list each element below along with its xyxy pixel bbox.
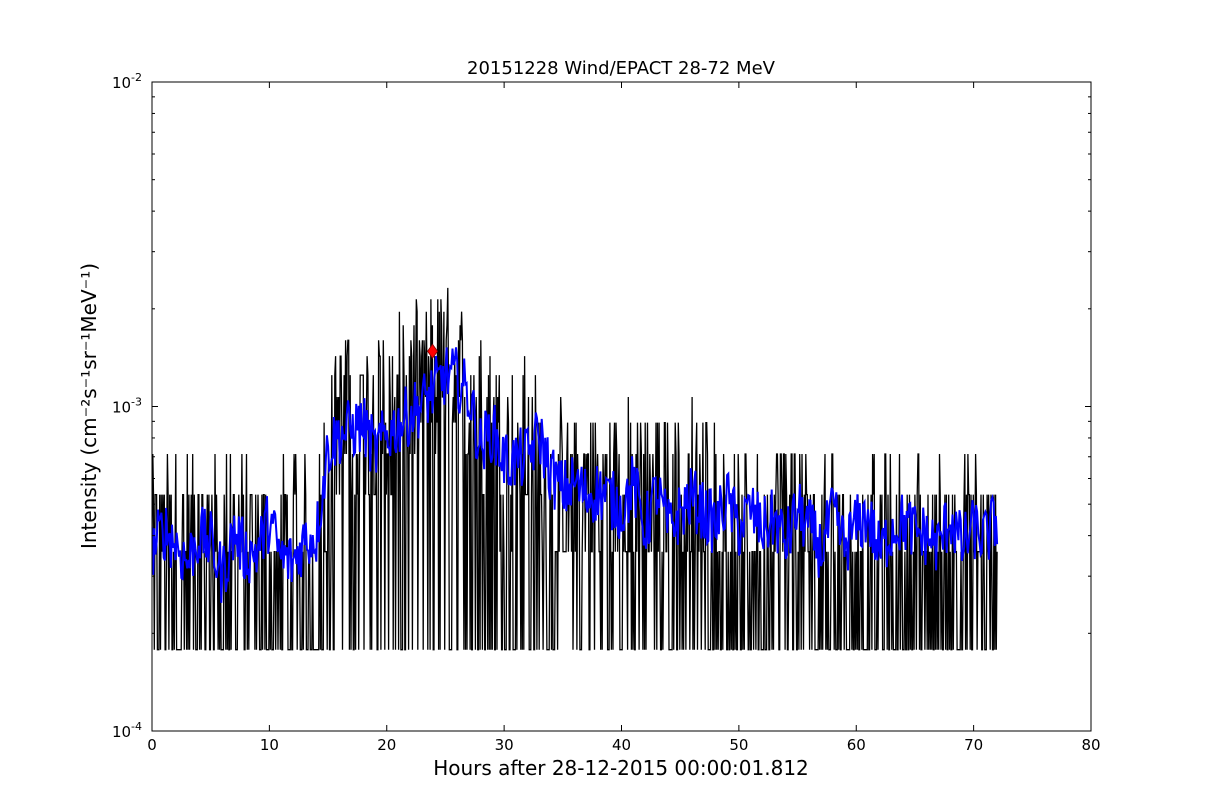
y-tick-label: 10-4 [112, 720, 142, 741]
y-tick-label: 10-3 [112, 396, 142, 417]
x-tick-label: 0 [147, 736, 157, 754]
x-axis-title: Hours after 28-12-2015 00:00:01.812 [433, 756, 809, 780]
x-tick-label: 40 [612, 736, 631, 754]
y-axis: 10-4 10-3 10-2 [112, 71, 1091, 741]
y-axis-title: Intensity (cm⁻²s⁻¹sr⁻¹MeV⁻¹) [77, 263, 101, 549]
x-tick-label: 80 [1081, 736, 1100, 754]
x-tick-label: 70 [964, 736, 983, 754]
series-smoothed-line [152, 347, 999, 603]
chart-title: 20151228 Wind/EPACT 28-72 MeV [467, 58, 776, 79]
x-axis: 0 10 20 30 40 50 60 70 80 [147, 82, 1101, 754]
marker-layer [427, 343, 439, 359]
y-tick-label: 10-2 [112, 71, 142, 92]
series-raw-line [152, 287, 998, 651]
series-raw-intensity [152, 287, 998, 651]
x-tick-label: 20 [377, 736, 396, 754]
x-tick-label: 30 [495, 736, 514, 754]
peak-marker [427, 343, 439, 359]
x-tick-label: 10 [260, 736, 279, 754]
x-tick-label: 60 [847, 736, 866, 754]
x-tick-label: 50 [729, 736, 748, 754]
series-smoothed-intensity [152, 347, 999, 603]
